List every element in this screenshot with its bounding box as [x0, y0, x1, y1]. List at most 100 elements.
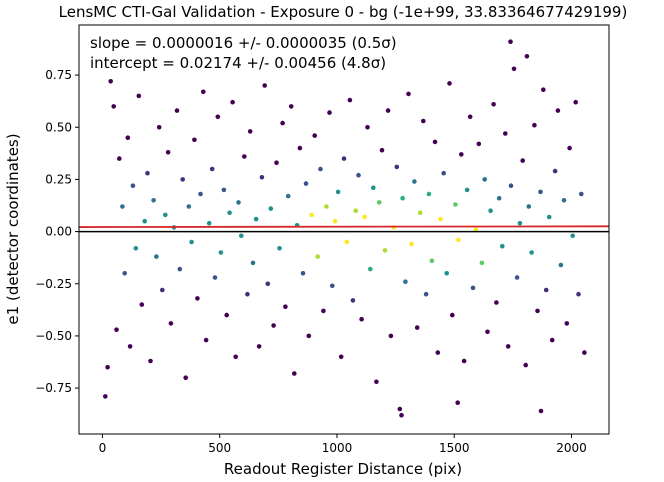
data-point [218, 250, 224, 255]
data-point [108, 79, 113, 84]
data-point [543, 287, 549, 293]
x-tick-label: 0 [99, 441, 107, 455]
data-point [532, 122, 537, 128]
data-point [397, 406, 403, 412]
data-point [130, 183, 136, 188]
data-point [503, 131, 508, 136]
data-point [576, 291, 581, 297]
data-point [168, 321, 174, 326]
data-point [491, 102, 496, 107]
data-point [552, 168, 558, 174]
data-point [233, 354, 238, 360]
data-point [459, 152, 464, 157]
data-point [262, 83, 268, 88]
data-point [283, 304, 288, 310]
data-point [488, 208, 493, 213]
data-point [192, 137, 197, 143]
data-point [546, 214, 552, 220]
y-axis-ticks: −0.75 −0.50 −0.25 0.00 0.25 0.50 0.75 [35, 68, 79, 395]
data-point [456, 237, 461, 243]
data-point [309, 212, 314, 218]
y-tick-label: 0.25 [45, 172, 72, 186]
data-point [288, 104, 294, 109]
data-point [447, 81, 452, 86]
data-point [423, 291, 429, 297]
data-point [414, 325, 420, 330]
data-point [127, 344, 133, 349]
data-point [412, 179, 417, 184]
data-point [227, 210, 232, 216]
data-point [485, 329, 490, 335]
data-point [482, 177, 488, 182]
data-point [467, 114, 473, 120]
data-point [394, 164, 400, 170]
data-point [250, 260, 256, 266]
data-point [125, 135, 131, 140]
data-point [517, 220, 523, 226]
y-tick-label: 0.75 [45, 68, 72, 82]
data-point [206, 220, 212, 226]
data-point [409, 241, 414, 247]
data-point [253, 216, 259, 222]
data-point [555, 108, 561, 113]
data-point [335, 189, 341, 195]
data-point [122, 271, 127, 276]
data-point [570, 233, 575, 239]
slope-annotation: slope = 0.0000016 +/- 0.0000035 (0.5σ) [90, 34, 397, 52]
data-point [400, 195, 405, 201]
data-point [538, 408, 544, 414]
data-point [365, 125, 370, 130]
data-point [421, 118, 426, 124]
data-point [215, 114, 221, 120]
data-point [579, 191, 584, 197]
data-point [165, 150, 171, 155]
data-point [417, 210, 423, 216]
data-point [174, 108, 180, 113]
data-point [470, 285, 476, 291]
data-point [230, 99, 235, 105]
data-point [505, 344, 511, 349]
data-point [461, 358, 467, 364]
data-point [350, 298, 356, 303]
data-point [561, 198, 567, 203]
data-point [379, 147, 385, 153]
data-point [500, 243, 505, 249]
data-point [524, 54, 530, 59]
data-point [224, 312, 229, 318]
data-point [382, 248, 388, 253]
data-point [245, 291, 250, 297]
x-tick-label: 2000 [556, 441, 587, 455]
points-layer [103, 39, 587, 418]
data-point [212, 275, 218, 280]
data-point [582, 350, 587, 355]
data-point [496, 195, 502, 201]
data-point [341, 156, 347, 161]
data-point [271, 323, 276, 328]
data-point [180, 177, 185, 182]
data-point [160, 287, 165, 293]
y-tick-label: −0.50 [35, 329, 72, 343]
data-point [464, 187, 470, 193]
data-point [476, 141, 482, 147]
data-point [356, 172, 361, 178]
data-point [117, 156, 122, 161]
data-point [277, 246, 282, 251]
plot-frame [78, 24, 610, 435]
data-point [236, 200, 241, 205]
x-tick-label: 1500 [439, 441, 470, 455]
data-point [399, 412, 404, 418]
data-point [514, 275, 520, 280]
data-point [344, 239, 350, 245]
data-point [523, 362, 528, 368]
y-axis-title: e1 (detector coordinates) [4, 133, 22, 324]
data-point [438, 216, 443, 222]
x-axis-ticks: 0 500 1000 1500 2000 [99, 434, 587, 455]
data-point [111, 104, 116, 109]
data-point [450, 312, 455, 318]
data-point [156, 125, 162, 130]
data-point [120, 204, 125, 209]
data-point [541, 87, 546, 92]
data-point [332, 218, 338, 224]
data-point [292, 371, 297, 376]
lines-layer [78, 225, 610, 233]
